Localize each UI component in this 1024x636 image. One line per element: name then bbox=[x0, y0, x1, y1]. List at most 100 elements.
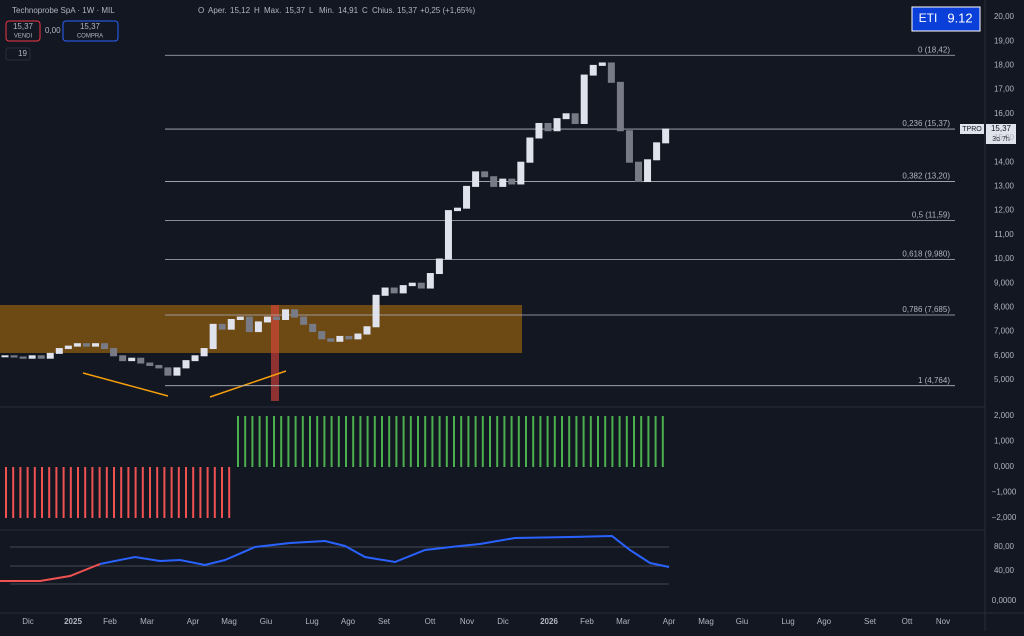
c-key: C bbox=[362, 6, 368, 15]
y-tick-label: 20,00 bbox=[994, 12, 1015, 21]
time-label: Mag bbox=[221, 617, 237, 626]
sell-label: VENDI bbox=[14, 34, 33, 40]
osc-tick: −1,000 bbox=[992, 488, 1017, 497]
price-tag bbox=[986, 124, 1016, 144]
candle bbox=[526, 137, 534, 163]
candle bbox=[372, 294, 380, 328]
candle bbox=[598, 62, 606, 66]
time-label: Lug bbox=[305, 617, 318, 626]
candle bbox=[318, 331, 326, 340]
candle bbox=[28, 355, 36, 359]
candle bbox=[82, 343, 90, 347]
candle bbox=[435, 258, 443, 275]
candle bbox=[607, 62, 615, 83]
time-label: Apr bbox=[663, 617, 676, 626]
fib-label: 0 (18,42) bbox=[918, 45, 950, 54]
ticker: TPRO bbox=[962, 126, 982, 133]
candle bbox=[544, 122, 552, 132]
trend-line bbox=[82, 372, 169, 397]
sell-price: 15,37 bbox=[13, 22, 34, 31]
osc-tick: 0,000 bbox=[994, 462, 1015, 471]
time-label: Ago bbox=[817, 617, 832, 626]
candle bbox=[10, 355, 18, 358]
candle bbox=[263, 316, 271, 323]
time-label: Set bbox=[378, 617, 391, 626]
y-tick-label: 18,00 bbox=[994, 61, 1015, 70]
candle bbox=[200, 348, 208, 357]
candle bbox=[92, 343, 99, 347]
h-val: 15,37 bbox=[285, 6, 306, 15]
y-tick-label: 5,000 bbox=[994, 375, 1015, 384]
osc-tick: −2,000 bbox=[992, 513, 1017, 522]
candle bbox=[481, 171, 489, 178]
y-tick-label: 17,00 bbox=[994, 85, 1015, 94]
candle bbox=[345, 335, 353, 340]
count: 19 bbox=[18, 49, 27, 58]
candle bbox=[417, 282, 425, 289]
osc-tick: 2,000 bbox=[994, 411, 1015, 420]
candle bbox=[662, 128, 670, 144]
candle bbox=[209, 323, 217, 350]
candle bbox=[580, 74, 588, 124]
candle bbox=[164, 367, 172, 376]
candle bbox=[119, 355, 127, 362]
candle bbox=[291, 309, 299, 318]
candle bbox=[101, 343, 109, 350]
candle bbox=[499, 178, 507, 187]
y-tick-label: 10,00 bbox=[994, 254, 1015, 263]
spread: 0,00 bbox=[45, 26, 61, 35]
time-label: Apr bbox=[187, 617, 200, 626]
candle bbox=[625, 130, 633, 163]
candle bbox=[236, 316, 244, 320]
buy-button[interactable] bbox=[62, 20, 119, 42]
y-tick-label: 16,00 bbox=[994, 109, 1015, 118]
y-tick-label: 19,00 bbox=[994, 36, 1015, 45]
candle bbox=[653, 142, 661, 161]
candle bbox=[73, 343, 81, 347]
l-label: Min. bbox=[319, 6, 334, 15]
y-tick-label: 6,000 bbox=[994, 351, 1015, 360]
time-label: Ott bbox=[425, 617, 436, 626]
fib-label: 1 (4,764) bbox=[918, 376, 950, 385]
osc-tick: 1,000 bbox=[994, 437, 1015, 446]
fib-label: 0,5 (11,59) bbox=[912, 211, 950, 220]
trend-line bbox=[209, 370, 287, 398]
time-label: 2025 bbox=[64, 617, 82, 626]
o-val: 15,12 bbox=[230, 6, 251, 15]
change: +0,25 (+1,65%) bbox=[420, 6, 475, 15]
y-tick-label: 8,000 bbox=[994, 303, 1015, 312]
y-tick-label: 15,00 bbox=[994, 133, 1015, 142]
o-label: Aper. bbox=[208, 6, 227, 15]
fib-label: 0,618 (9,980) bbox=[902, 250, 950, 259]
candle bbox=[182, 360, 190, 369]
time-label: Mar bbox=[140, 617, 154, 626]
candle bbox=[46, 352, 54, 359]
count-box[interactable] bbox=[5, 47, 31, 61]
rsi-tick: 40,00 bbox=[994, 566, 1015, 575]
candle bbox=[282, 309, 290, 321]
candle bbox=[110, 348, 118, 357]
candle bbox=[399, 285, 407, 294]
time-label: Feb bbox=[103, 617, 117, 626]
candle bbox=[245, 316, 253, 333]
candle bbox=[218, 323, 226, 330]
buy-label: COMPRA bbox=[77, 34, 103, 40]
candle bbox=[553, 118, 561, 132]
candle bbox=[381, 287, 389, 296]
tag-price: 15,37 bbox=[991, 124, 1012, 133]
sell-button[interactable] bbox=[5, 20, 41, 42]
y-tick-label: 11,00 bbox=[994, 230, 1014, 239]
y-tick-label: 13,00 bbox=[994, 182, 1015, 191]
candle bbox=[19, 356, 27, 359]
candle bbox=[517, 161, 525, 185]
rsi-tick: 0,0000 bbox=[992, 596, 1017, 605]
candle bbox=[146, 362, 154, 366]
y-tick-label: 9,000 bbox=[994, 278, 1015, 287]
candle bbox=[454, 207, 461, 212]
candle bbox=[128, 357, 136, 362]
time-label: Giu bbox=[260, 617, 272, 626]
o-key: O bbox=[198, 6, 204, 15]
candle bbox=[363, 326, 371, 335]
badge bbox=[911, 6, 981, 32]
tag-countdown: 3d 7h bbox=[992, 136, 1010, 143]
